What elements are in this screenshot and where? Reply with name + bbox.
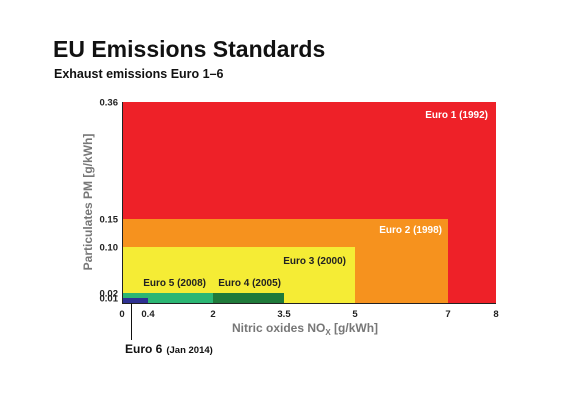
region-euro-5-2008 — [122, 293, 213, 303]
x-axis-label-main: Nitric oxides NO — [232, 321, 325, 335]
axes — [122, 102, 496, 304]
x-axis-label-unit: [g/kWh] — [331, 321, 378, 335]
x-axis-label-subscript: X — [325, 328, 331, 337]
x-axis-label: Nitric oxides NOX [g/kWh] — [232, 321, 378, 337]
y-tick-labels: 0.010.02 0.10 0.15 0.36 — [100, 98, 119, 305]
euro6-callout-label: Euro 6 — [125, 342, 163, 356]
y-tick-0-36: 0.36 — [100, 98, 119, 109]
x-tick-2: 2 — [210, 309, 215, 320]
region-euro-6 — [122, 298, 148, 303]
label-euro-1-1992: Euro 1 (1992) — [425, 110, 488, 121]
label-euro-3-2000: Euro 3 (2000) — [283, 256, 346, 267]
region-labels: Euro 1 (1992)Euro 2 (1998)Euro 3 (2000)E… — [143, 110, 488, 289]
label-euro-4-2005: Euro 4 (2005) — [218, 278, 281, 289]
label-euro-5-2008: Euro 5 (2008) — [143, 278, 206, 289]
chart-subtitle: Exhaust emissions Euro 1–6 — [54, 67, 224, 81]
x-tick-5: 5 — [352, 309, 358, 320]
label-euro-2-1998: Euro 2 (1998) — [379, 225, 442, 236]
y-tick-0-15: 0.15 — [100, 215, 119, 226]
y-tick-0-02: 0.02 — [100, 289, 119, 300]
y-tick-0-10: 0.10 — [100, 243, 119, 254]
emission-regions — [122, 102, 496, 303]
x-tick-3-5: 3.5 — [277, 309, 291, 320]
euro6-callout: Euro 6 (Jan 2014) — [125, 342, 213, 356]
x-tick-labels: 0 0.4 2 3.5 5 7 8 — [119, 309, 498, 320]
x-tick-8: 8 — [493, 309, 498, 320]
euro6-callout-date: (Jan 2014) — [166, 345, 212, 356]
x-tick-0-4: 0.4 — [141, 309, 155, 320]
x-tick-7: 7 — [445, 309, 450, 320]
chart-title: EU Emissions Standards — [53, 36, 326, 62]
x-tick-0: 0 — [119, 309, 124, 320]
y-tick-0-01: 0.01 — [100, 294, 119, 305]
y-axis-label: Particulates PM [g/kWh] — [81, 134, 95, 271]
